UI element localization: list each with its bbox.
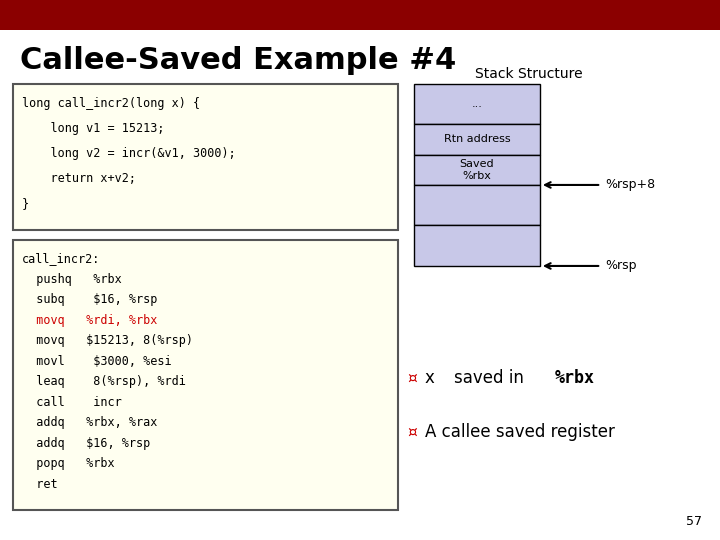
Text: leaq    8(%rsp), %rdi: leaq 8(%rsp), %rdi	[22, 375, 186, 388]
Text: addq   %rbx, %rax: addq %rbx, %rax	[22, 416, 157, 429]
Text: long v2 = incr(&v1, 3000);: long v2 = incr(&v1, 3000);	[22, 147, 235, 160]
Text: ...: ...	[472, 99, 482, 109]
Text: ¤: ¤	[407, 370, 417, 386]
Text: movl    $3000, %esi: movl $3000, %esi	[22, 355, 171, 368]
Text: Callee-Saved Example #4: Callee-Saved Example #4	[20, 46, 456, 75]
Bar	[414, 226, 540, 266]
Text: ¤: ¤	[407, 424, 417, 440]
Bar	[414, 154, 540, 185]
Text: subq    $16, %rsp: subq $16, %rsp	[22, 293, 157, 306]
Text: long v1 = 15213;: long v1 = 15213;	[22, 122, 164, 135]
Text: %rsp: %rsp	[605, 259, 636, 273]
Text: Rtn address: Rtn address	[444, 134, 510, 144]
Text: 57: 57	[686, 515, 702, 528]
Text: Stack Structure: Stack Structure	[475, 68, 583, 82]
Text: Saved
%rbx: Saved %rbx	[459, 159, 495, 180]
Bar	[13, 240, 398, 510]
Bar	[0, 0, 720, 30]
Text: pushq   %rbx: pushq %rbx	[22, 273, 122, 286]
Bar	[414, 84, 540, 124]
Text: call_incr2:: call_incr2:	[22, 252, 100, 265]
Text: %rsp+8: %rsp+8	[605, 178, 655, 192]
Text: A callee saved register: A callee saved register	[425, 423, 615, 441]
Text: call    incr: call incr	[22, 396, 122, 409]
Bar	[414, 124, 540, 154]
Text: popq   %rbx: popq %rbx	[22, 457, 114, 470]
Text: ret: ret	[22, 478, 57, 491]
Text: long call_incr2(long x) {: long call_incr2(long x) {	[22, 97, 199, 110]
Bar	[13, 84, 398, 230]
Text: addq   $16, %rsp: addq $16, %rsp	[22, 437, 150, 450]
Text: return x+v2;: return x+v2;	[22, 172, 135, 185]
Text: %rbx: %rbx	[554, 369, 595, 387]
Text: saved in: saved in	[454, 369, 523, 387]
Text: movq   $15213, 8(%rsp): movq $15213, 8(%rsp)	[22, 334, 193, 347]
Text: movq   %rdi, %rbx: movq %rdi, %rbx	[22, 314, 157, 327]
Bar	[414, 185, 540, 226]
Text: x: x	[425, 369, 435, 387]
Text: }: }	[22, 197, 29, 210]
